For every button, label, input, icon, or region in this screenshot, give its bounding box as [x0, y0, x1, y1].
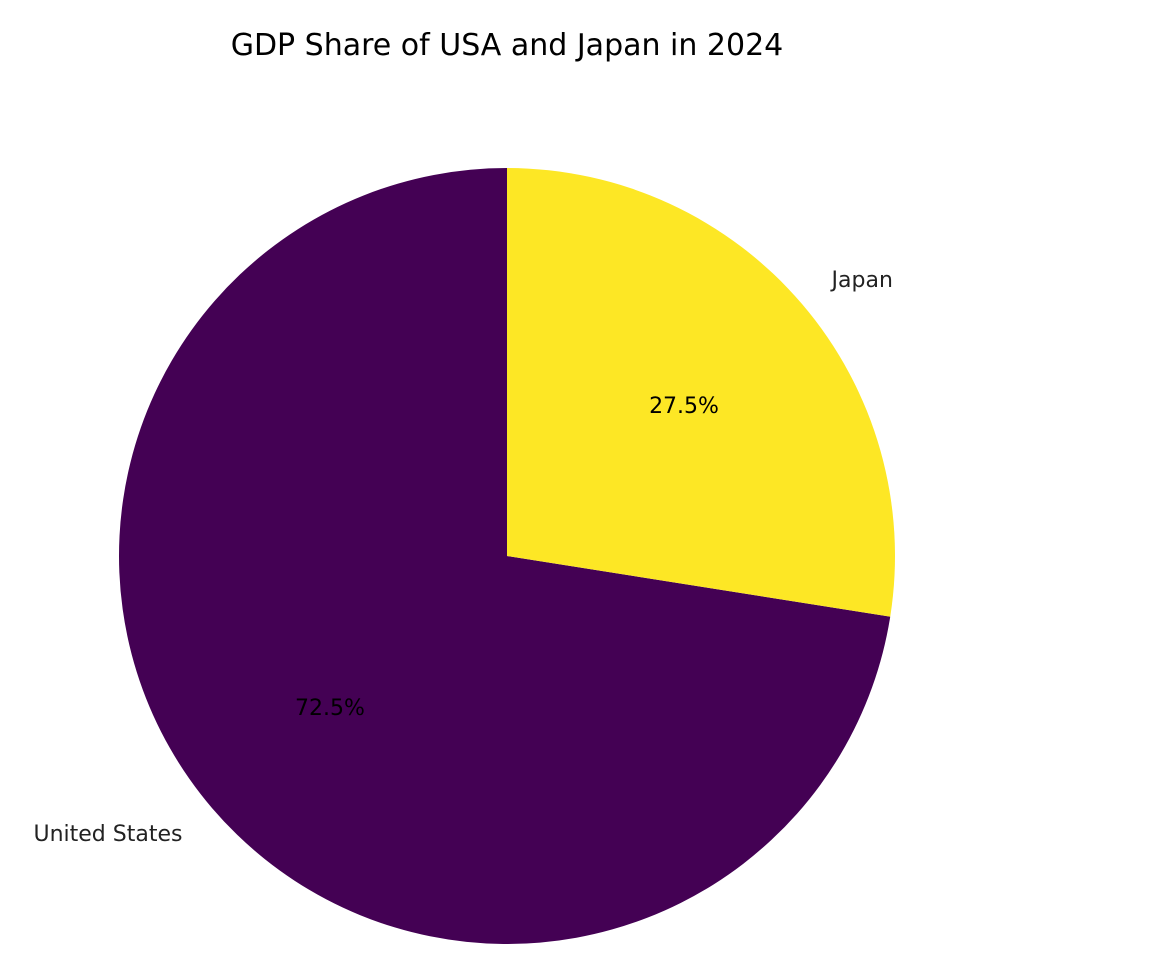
pie-slice-united-states — [118, 168, 891, 944]
slice-percent-label: 27.5% — [649, 394, 719, 419]
pie-labels: 72.5% United States 27.5% Japan — [33, 268, 892, 847]
slice-category-label: Japan — [830, 268, 893, 293]
slice-category-label: United States — [33, 822, 182, 847]
pie-slices — [118, 168, 895, 944]
pie-slice-japan — [507, 168, 895, 617]
slice-percent-label: 72.5% — [295, 696, 365, 721]
chart-title: GDP Share of USA and Japan in 2024 — [231, 28, 784, 63]
